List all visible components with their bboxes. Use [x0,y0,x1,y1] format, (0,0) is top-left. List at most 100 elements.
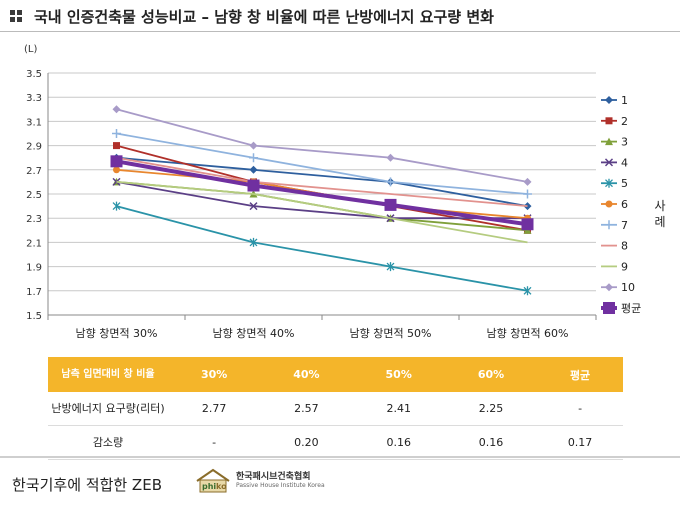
legend-label: 평균 [621,302,641,315]
footer-divider [0,456,680,458]
series-line-1 [116,156,528,207]
table-cell: 0.17 [537,425,623,460]
table-cell: 0.20 [260,425,353,460]
table-cell: - [537,392,623,426]
legend-label: 6 [621,198,628,211]
svg-text:phi: phi [202,482,216,491]
table-header-40: 40% [260,357,353,392]
phiko-logo-icon: phi ko [196,468,230,493]
data-point-평균 [247,179,260,192]
legend-marker-7 [604,220,614,230]
y-tick-label: 2.5 [26,190,42,201]
table-row: 감소량 - 0.20 0.16 0.16 0.17 [48,425,623,460]
legend-marker-2 [605,117,613,125]
y-tick-label: 1.5 [26,311,42,322]
table-cell: 2.77 [168,392,261,426]
table-cell: 0.16 [444,425,538,460]
data-point-10 [523,177,532,186]
data-point-7 [112,129,121,138]
line-chart: (L) 3.5 3.3 3.1 2.9 2.7 2.5 2.3 2.1 1.9 1.7 1.5 남향 창… [24,44,666,340]
data-point-1 [249,165,258,174]
table-cell: 2.25 [444,392,538,426]
x-tick-label: 남향 창면적 60% [486,327,568,340]
data-point-5 [523,286,532,296]
legend-label: 2 [621,115,628,128]
page-title: 국내 인증건축물 성능비교 – 남향 창 비율에 따른 난방에너지 요구량 변화 [34,8,494,26]
table-cell: 2.41 [352,392,445,426]
legend-marker-1 [605,96,613,104]
table-header-60: 60% [444,357,538,392]
table-cell: - [168,425,261,460]
data-point-7 [523,189,532,199]
legend-label: 1 [621,94,628,107]
logo-text: 한국패시브건축협회 [236,472,311,482]
y-tick-label: 2.7 [26,166,42,177]
data-point-2 [113,142,120,150]
data-point-5 [112,201,121,211]
table-header-50: 50% [352,357,445,392]
legend-label: 10 [621,281,635,294]
data-point-평균 [110,155,123,168]
row-label-reduction: 감소량 [48,425,168,460]
data-point-평균 [521,218,534,231]
data-point-7 [249,153,258,163]
legend-label: 5 [621,177,628,190]
legend-marker-10 [605,283,613,292]
series-line-7 [116,132,528,195]
footer-title: 한국기후에 적합한 ZEB [12,476,162,494]
legend-marker-6 [605,200,613,208]
table-header-avg: 평균 [537,357,623,392]
title-divider [0,31,680,32]
data-point-평균 [384,198,397,211]
table-header-row: 남측 입면대비 창 비율 30% 40% 50% 60% 평균 [48,357,623,392]
table-header-ratio: 남측 입면대비 창 비율 [48,357,168,392]
y-tick-label: 1.9 [26,263,42,274]
series-line-9 [116,181,528,244]
y-tick-label: 1.7 [26,287,42,298]
data-point-5 [386,262,395,272]
table-row: 난방에너지 요구량(리터) 2.77 2.57 2.41 2.25 - [48,392,623,426]
x-tick-label: 남향 창면적 50% [349,327,431,340]
y-tick-label: 2.3 [26,214,42,225]
y-tick-label: 3.5 [26,69,42,80]
data-table: 남측 입면대비 창 비율 30% 40% 50% 60% 평균 난방에너지 요구… [48,357,623,460]
y-tick-label: 2.1 [26,238,42,249]
data-point-10 [249,141,258,150]
legend-label: 4 [621,156,628,169]
legend-label: 7 [621,219,628,232]
table-header-30: 30% [168,357,261,392]
grid-icon [10,10,22,22]
legend-title-char: 례 [654,215,665,229]
legend-marker-4 [604,158,614,167]
row-label-heating: 난방에너지 요구량(리터) [48,392,168,426]
data-point-10 [112,105,121,114]
series-line-8 [116,156,528,207]
title-bar: 국내 인증건축물 성능비교 – 남향 창 비율에 따른 난방에너지 요구량 변화 [0,0,680,32]
data-point-6 [113,166,120,174]
y-tick-label: 2.9 [26,142,42,153]
x-tick-label: 남향 창면적 40% [212,327,294,340]
y-tick-label: 3.1 [26,117,42,128]
table-cell: 2.57 [260,392,353,426]
series-line-평균 [116,159,528,227]
data-point-7 [386,177,395,187]
legend-label: 3 [621,136,628,149]
legend-label: 9 [621,260,628,273]
legend-label: 8 [621,240,628,253]
unit-label: (L) [24,44,37,55]
table-cell: 0.16 [352,425,445,460]
series-line-10 [116,108,528,183]
data-point-10 [386,153,395,162]
legend-marker-5 [605,178,613,188]
x-tick-label: 남향 창면적 30% [75,327,157,340]
data-point-5 [249,237,258,247]
logo-subtext: Passive House Institute Korea [236,482,325,489]
legend-title-char: 사 [654,199,665,213]
legend-marker-평균 [603,302,615,314]
y-tick-label: 3.3 [26,93,42,104]
legend-marker-3 [605,137,613,146]
data-point-4 [249,202,258,211]
series-line-4 [116,181,528,220]
svg-text:ko: ko [216,482,227,491]
series-line-5 [116,205,528,292]
